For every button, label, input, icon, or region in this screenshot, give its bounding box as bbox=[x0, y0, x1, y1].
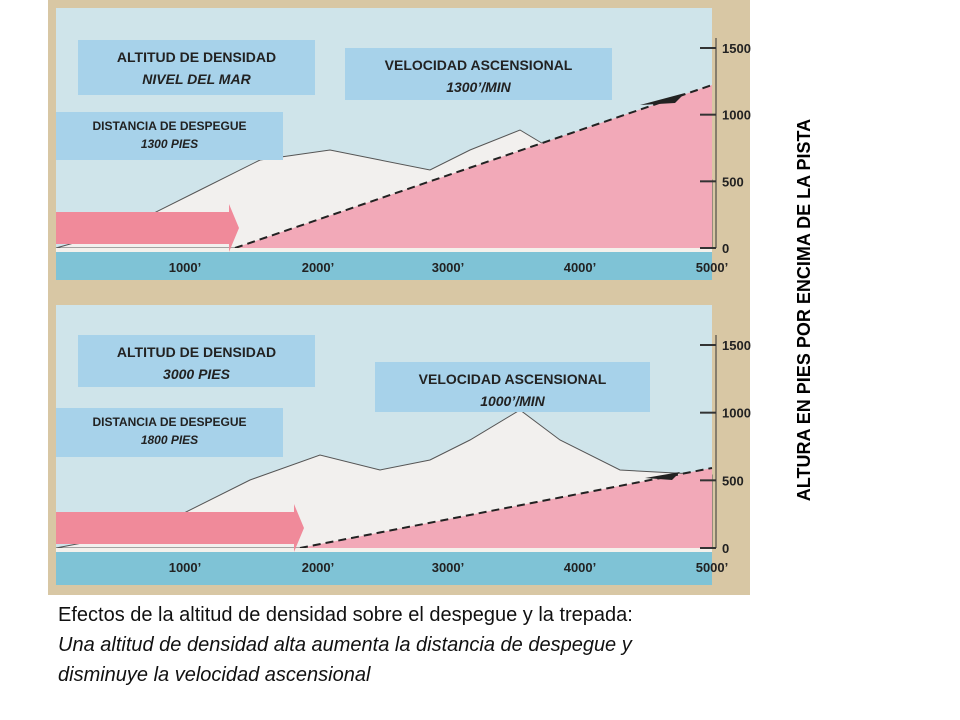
label-title: DISTANCIA DE DESPEGUE bbox=[92, 415, 246, 429]
label-box bbox=[78, 335, 315, 387]
y-tick-label: 1500 bbox=[722, 41, 751, 56]
takeoff-arrow bbox=[56, 204, 239, 252]
label-title: ALTITUD DE DENSIDAD bbox=[117, 49, 276, 65]
y-tick-label: 0 bbox=[722, 241, 729, 256]
runway bbox=[56, 252, 712, 280]
label-value: 1000’/MIN bbox=[480, 393, 545, 409]
x-tick-label: 1000’ bbox=[169, 560, 202, 575]
airplane bbox=[645, 472, 680, 480]
airplane bbox=[640, 93, 685, 105]
x-tick-label: 2000’ bbox=[302, 560, 335, 575]
label-value: 1300’/MIN bbox=[446, 79, 511, 95]
x-tick-label: 1000’ bbox=[169, 260, 202, 275]
caption-title: Efectos de la altitud de densidad sobre … bbox=[58, 604, 633, 626]
ground bbox=[56, 248, 712, 252]
label-title: DISTANCIA DE DESPEGUE bbox=[92, 119, 246, 133]
y-tick-label: 500 bbox=[722, 473, 744, 488]
label-value: NIVEL DEL MAR bbox=[142, 71, 251, 87]
x-tick-label: 5000’ bbox=[696, 560, 729, 575]
x-tick-label: 4000’ bbox=[564, 560, 597, 575]
x-tick-label: 4000’ bbox=[564, 260, 597, 275]
caption-line: Una altitud de densidad alta aumenta la … bbox=[58, 634, 632, 656]
label-value: 1800 PIES bbox=[141, 433, 198, 447]
y-tick-label: 0 bbox=[722, 541, 729, 556]
label-box bbox=[375, 362, 650, 412]
x-tick-label: 5000’ bbox=[696, 260, 729, 275]
ground bbox=[56, 548, 712, 552]
y-tick-label: 500 bbox=[722, 174, 744, 189]
label-box bbox=[345, 48, 612, 100]
runway bbox=[56, 552, 712, 585]
label-title: VELOCIDAD ASCENSIONAL bbox=[385, 57, 573, 73]
climb-path bbox=[234, 84, 713, 249]
y-tick-label: 1000 bbox=[722, 108, 751, 123]
side-label: ALTURA EN PIES POR ENCIMA DE LA PISTA bbox=[794, 119, 814, 501]
climb-path bbox=[299, 467, 713, 549]
x-tick-label: 3000’ bbox=[432, 560, 465, 575]
label-box bbox=[78, 40, 315, 95]
label-box bbox=[56, 408, 283, 457]
label-title: VELOCIDAD ASCENSIONAL bbox=[419, 371, 607, 387]
figure: ALTURA EN PIES POR ENCIMA DE LA PISTA AL… bbox=[48, 0, 814, 595]
label-box bbox=[56, 112, 283, 160]
x-tick-label: 3000’ bbox=[432, 260, 465, 275]
label-title: ALTITUD DE DENSIDAD bbox=[117, 344, 276, 360]
label-value: 3000 PIES bbox=[163, 366, 231, 382]
label-value: 1300 PIES bbox=[141, 137, 198, 151]
y-tick-label: 1000 bbox=[722, 406, 751, 421]
takeoff-arrow bbox=[56, 504, 304, 552]
y-tick-label: 1500 bbox=[722, 338, 751, 353]
x-tick-label: 2000’ bbox=[302, 260, 335, 275]
caption-line: disminuye la velocidad ascensional bbox=[58, 664, 371, 686]
